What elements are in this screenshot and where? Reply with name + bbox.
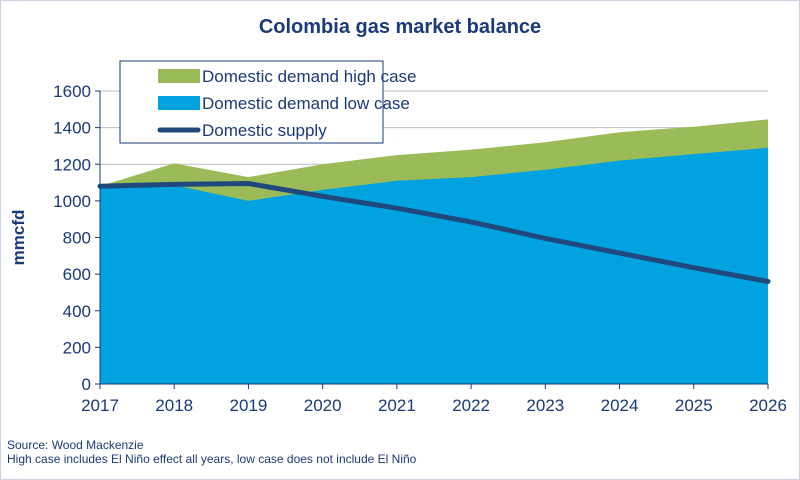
y-axis-label: mmcfd	[9, 210, 28, 266]
case-note: High case includes El Niño effect all ye…	[7, 452, 417, 466]
legend-label: Domestic demand low case	[202, 94, 410, 113]
y-tick-label: 1000	[53, 192, 91, 211]
y-tick-label: 600	[63, 265, 91, 284]
y-tick-label: 800	[63, 229, 91, 248]
source-note: Source: Wood Mackenzie	[7, 438, 144, 452]
x-tick-label: 2018	[155, 396, 193, 415]
x-tick-label: 2022	[452, 396, 490, 415]
y-tick-label: 0	[82, 375, 91, 394]
x-tick-label: 2025	[675, 396, 713, 415]
y-tick-label: 1600	[53, 82, 91, 101]
x-tick-label: 2020	[304, 396, 342, 415]
x-tick-label: 2017	[81, 396, 119, 415]
y-tick-label: 200	[63, 338, 91, 357]
y-tick-label: 400	[63, 302, 91, 321]
y-tick-label: 1400	[53, 119, 91, 138]
legend-label: Domestic supply	[202, 121, 327, 140]
line-domestic-supply	[97, 180, 771, 284]
x-tick-label: 2024	[601, 396, 639, 415]
footnotes: Source: Wood Mackenzie High case include…	[7, 438, 416, 466]
legend-swatch	[158, 96, 200, 110]
legend-swatch	[158, 69, 200, 83]
x-tick-label: 2023	[526, 396, 564, 415]
y-tick-label: 1200	[53, 155, 91, 174]
x-tick-label: 2021	[378, 396, 416, 415]
chart-title: Colombia gas market balance	[258, 16, 542, 38]
legend-label: Domestic demand high case	[202, 67, 417, 86]
area-domestic-demand-low-case	[100, 147, 768, 384]
legend: Domestic demand high case Domestic demand…	[119, 60, 417, 144]
x-tick-label: 2026	[749, 396, 787, 415]
x-tick-label: 2019	[230, 396, 268, 415]
